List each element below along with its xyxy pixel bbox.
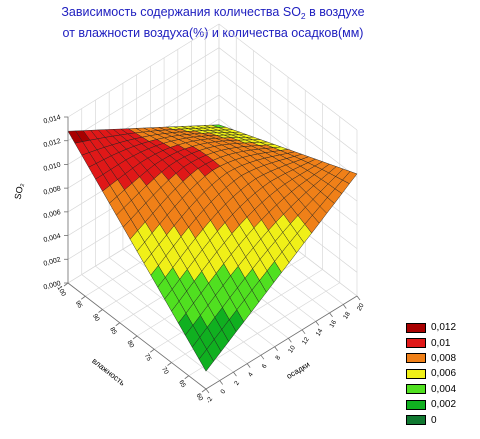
y-tick-label: 6 bbox=[261, 363, 269, 370]
legend-entry: 0,004 bbox=[406, 382, 456, 397]
x-tick-mark bbox=[115, 322, 120, 327]
chart-title-line2: от влажности воздуха(%) и количества оса… bbox=[62, 26, 364, 40]
z-tick-label: 0,002 bbox=[43, 256, 62, 267]
x-tick-mark bbox=[201, 388, 207, 393]
y-tick-label: 20 bbox=[356, 302, 366, 312]
z-tick-label: 0,012 bbox=[43, 138, 62, 149]
x-axis-label: влажность bbox=[90, 356, 126, 387]
x-tick-label: 65 bbox=[177, 379, 187, 389]
x-tick-mark bbox=[132, 335, 138, 340]
y-tick-mark bbox=[342, 304, 347, 309]
x-tick-mark bbox=[167, 362, 172, 366]
z-tick-label: 0,008 bbox=[43, 185, 62, 196]
legend-swatch bbox=[406, 368, 426, 379]
y-tick-label: 16 bbox=[328, 319, 338, 329]
legend-label: 0,012 bbox=[431, 322, 457, 334]
legend-swatch bbox=[406, 415, 426, 426]
x-tick-label: 85 bbox=[108, 326, 118, 336]
y-tick-label: -2 bbox=[205, 396, 214, 405]
y-tick-mark bbox=[274, 346, 278, 351]
legend-label: 0,01 bbox=[431, 337, 451, 349]
legend-entry: 0,012 bbox=[406, 320, 456, 335]
x-tick-mark bbox=[81, 295, 86, 300]
y-tick-label: 12 bbox=[301, 336, 311, 346]
z-tick-label: 0,010 bbox=[43, 162, 62, 173]
x-tick-label: 75 bbox=[143, 353, 153, 363]
y-tick-mark bbox=[301, 329, 306, 335]
legend-entry: 0,006 bbox=[406, 366, 456, 381]
legend-swatch bbox=[406, 384, 426, 395]
legend-label: 0,002 bbox=[431, 399, 457, 411]
y-tick-mark bbox=[356, 295, 361, 301]
z-tick-label: 0,004 bbox=[43, 233, 62, 244]
chart-title: Зависимость содержания количества SO2 в … bbox=[0, 4, 426, 42]
y-tick-mark bbox=[246, 363, 251, 368]
y-tick-label: 4 bbox=[247, 371, 255, 378]
legend-entry: 0,01 bbox=[406, 335, 456, 350]
y-tick-label: 18 bbox=[342, 310, 352, 320]
y-tick-label: 8 bbox=[274, 354, 282, 361]
z-axis-label: SO₂ bbox=[13, 182, 26, 200]
y-tick-label: 14 bbox=[315, 327, 325, 337]
y-tick-mark bbox=[288, 338, 292, 343]
legend-label: 0,008 bbox=[431, 352, 457, 364]
x-tick-label: 80 bbox=[125, 339, 135, 349]
x-tick-mark bbox=[184, 375, 189, 380]
legend-swatch bbox=[406, 338, 426, 349]
y-tick-mark bbox=[329, 312, 333, 318]
legend-label: 0 bbox=[431, 414, 437, 426]
y-axis-label: осадки bbox=[285, 360, 311, 381]
y-tick-mark bbox=[205, 388, 210, 394]
legend-entry: 0,002 bbox=[406, 397, 456, 412]
legend-entry: 0 bbox=[406, 412, 456, 427]
x-tick-label: 100 bbox=[56, 285, 68, 298]
y-tick-mark bbox=[315, 321, 320, 326]
x-tick-mark bbox=[150, 348, 155, 353]
surface-patch bbox=[198, 348, 214, 372]
floor-grid-line bbox=[81, 274, 220, 381]
x-tick-mark bbox=[98, 309, 103, 313]
y-tick-label: 10 bbox=[287, 344, 297, 354]
y-tick-label: 0 bbox=[220, 388, 228, 395]
x-tick-label: 60 bbox=[194, 392, 204, 402]
surface-mesh bbox=[67, 124, 358, 372]
chart-title-line1: Зависимость содержания количества SO2 в … bbox=[61, 5, 365, 21]
y-tick-mark bbox=[219, 380, 224, 385]
x-tick-label: 95 bbox=[74, 300, 84, 310]
legend-label: 0,006 bbox=[431, 368, 457, 380]
y-tick-label: 2 bbox=[233, 380, 241, 387]
y-tick-mark bbox=[233, 371, 237, 377]
legend-swatch bbox=[406, 399, 426, 410]
legend-swatch bbox=[406, 322, 426, 333]
y-tick-mark bbox=[260, 354, 265, 360]
z-tick-label: 0,006 bbox=[43, 209, 62, 220]
legend: 0,012 0,01 0,008 0,006 0,004 0,002 0 bbox=[406, 320, 456, 428]
box-edge bbox=[205, 295, 358, 390]
x-tick-label: 90 bbox=[91, 313, 101, 323]
x-tick-label: 70 bbox=[160, 366, 170, 376]
z-tick-label: 0,000 bbox=[43, 280, 62, 291]
legend-entry: 0,008 bbox=[406, 351, 456, 366]
z-tick-label: 0,014 bbox=[43, 114, 62, 125]
legend-swatch bbox=[406, 353, 426, 364]
x-tick-mark bbox=[63, 282, 69, 287]
legend-label: 0,004 bbox=[431, 383, 457, 395]
